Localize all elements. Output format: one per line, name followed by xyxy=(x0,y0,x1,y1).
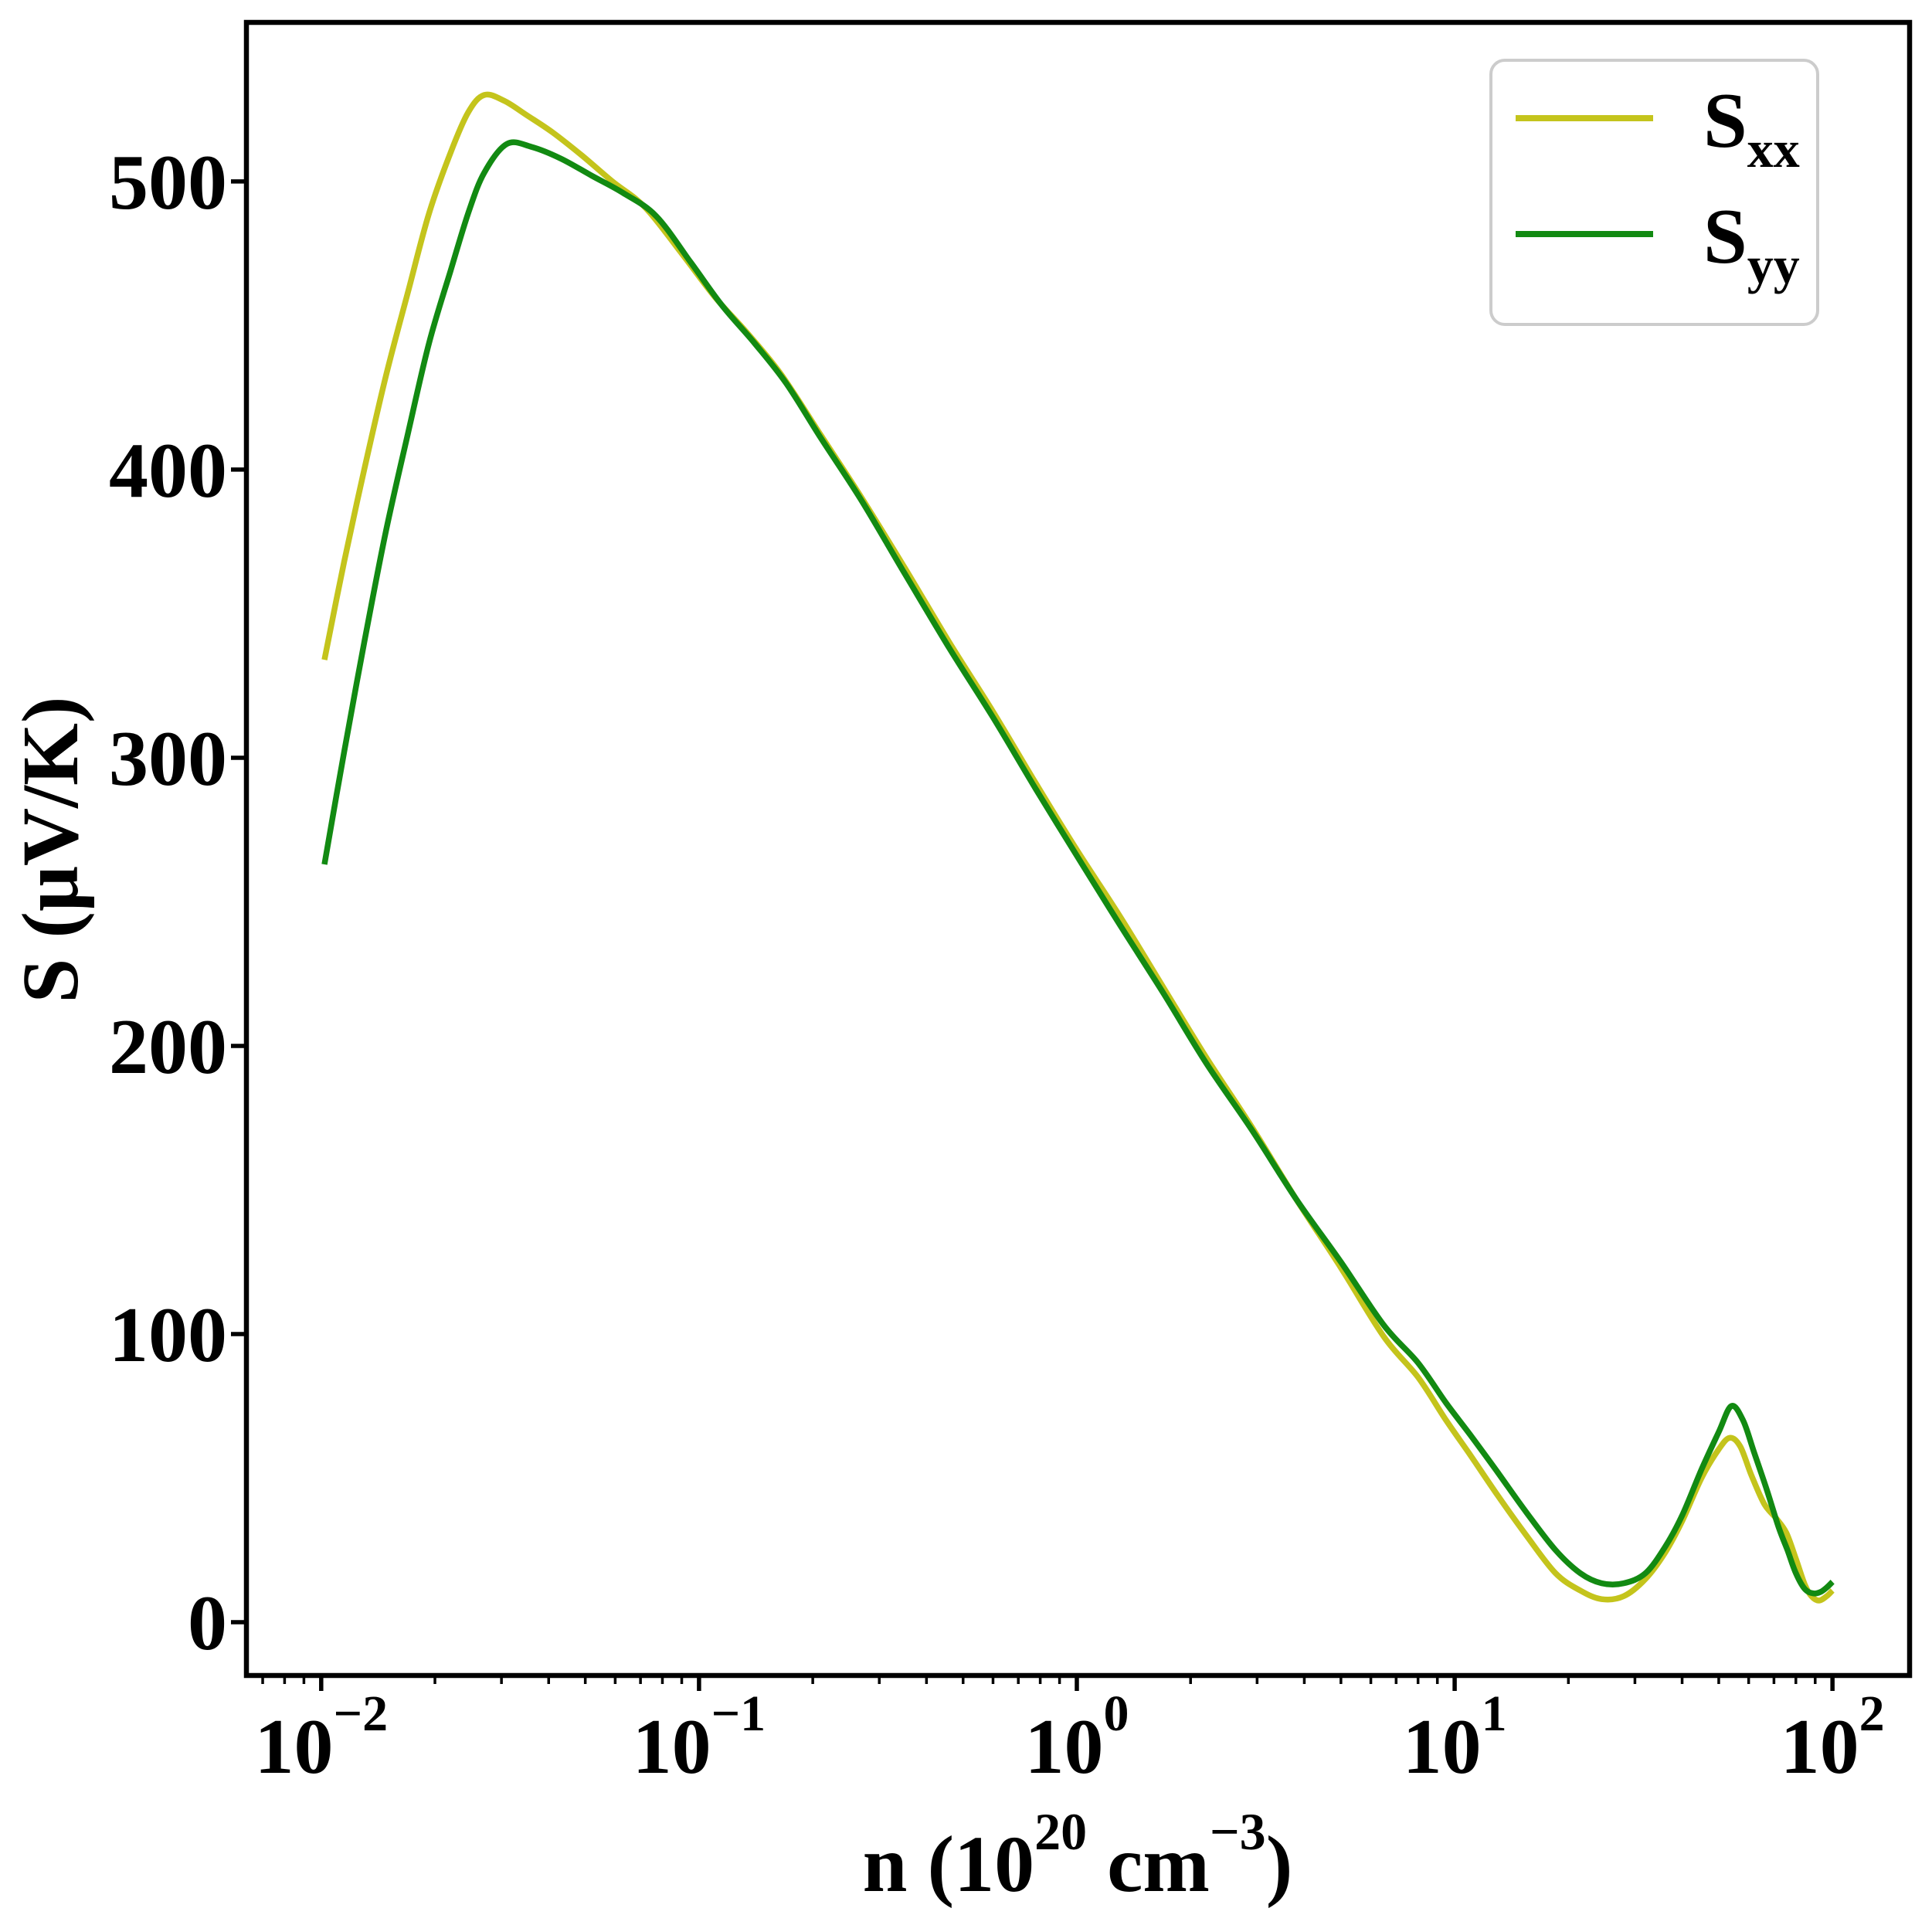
y-tick-label: 300 xyxy=(109,715,227,803)
legend-box xyxy=(1489,59,1819,326)
x-tick-label: 101 xyxy=(1403,1686,1507,1791)
legend-label-xx: Sxx xyxy=(1703,77,1800,178)
y-axis-major-ticks xyxy=(231,179,246,1625)
data-series xyxy=(321,91,1835,1604)
y-tick-label: 0 xyxy=(188,1580,227,1667)
x-tick-label: 10−1 xyxy=(633,1686,766,1791)
y-axis-tick-labels: 0 100 200 300 400 500 xyxy=(109,139,227,1667)
x-axis-major-ticks xyxy=(319,1675,1835,1691)
y-tick-label: 500 xyxy=(109,139,227,226)
y-tick-label: 100 xyxy=(109,1292,227,1379)
x-tick-label: 100 xyxy=(1024,1686,1129,1791)
plot-frame xyxy=(243,19,1913,1679)
series-line-syy xyxy=(321,139,1835,1597)
y-tick-label: 200 xyxy=(109,1003,227,1091)
legend-entries: Sxx Syy xyxy=(1516,77,1800,294)
legend: Sxx Syy xyxy=(1489,59,1819,326)
x-axis-label: n (1020 cm−3) xyxy=(863,1802,1293,1909)
x-tick-label: 10−2 xyxy=(254,1686,388,1791)
y-axis-label: S (μV/K) xyxy=(6,697,95,1003)
axes: 10−2 10−1 100 101 102 0 100 200 300 400 500 n (10… xyxy=(6,139,1885,1909)
x-axis-tick-labels: 10−2 10−1 100 101 102 xyxy=(254,1686,1884,1791)
legend-label-yy: Syy xyxy=(1703,193,1800,294)
series-line-sxx xyxy=(321,91,1835,1604)
x-tick-label: 102 xyxy=(1781,1686,1885,1791)
y-tick-label: 400 xyxy=(109,427,227,514)
